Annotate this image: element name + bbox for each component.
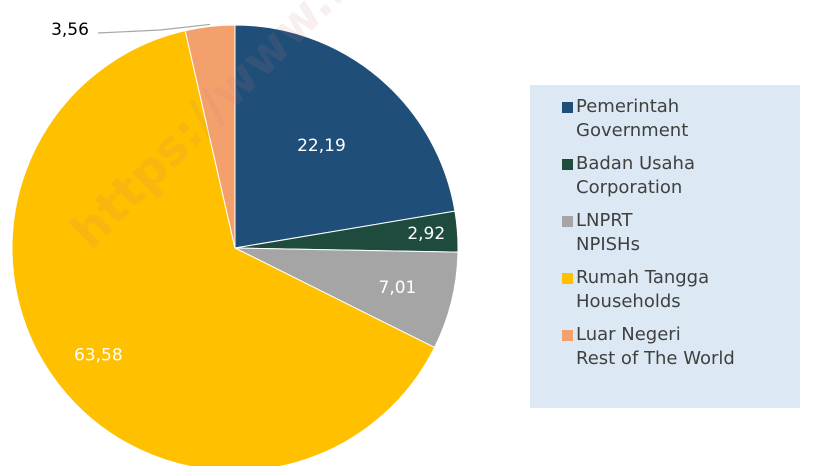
pie-slice [11,30,436,466]
legend-item: Badan Usaha Corporation [562,152,800,200]
legend-label: Rumah Tangga Households [576,267,710,312]
legend-swatch [562,159,573,170]
legend-item: LNPRT NPISHs [562,209,800,257]
legend-label: LNPRT NPISHs [576,210,640,255]
data-label: 7,01 [379,278,417,298]
legend-item: Luar Negeri Rest of The World [562,323,800,371]
legend: Pemerintah Government Badan Usaha Corpora… [530,85,800,408]
data-label: 3,56 [51,20,89,40]
legend-item: Rumah Tangga Households [562,266,800,314]
pie-slice [234,24,456,249]
legend-label: Badan Usaha Corporation [576,153,695,198]
legend-label: Pemerintah Government [576,96,689,141]
pie-slice [184,24,236,249]
legend-label: Luar Negeri Rest of The World [576,324,735,369]
legend-swatch [562,330,573,341]
data-label: 63,58 [74,346,123,366]
data-label: 22,19 [297,136,346,156]
data-label: 2,92 [407,224,445,244]
legend-swatch [562,216,573,227]
leader-line [97,23,210,34]
legend-swatch [562,102,573,113]
legend-item: Pemerintah Government [562,95,800,143]
legend-swatch [562,273,573,284]
